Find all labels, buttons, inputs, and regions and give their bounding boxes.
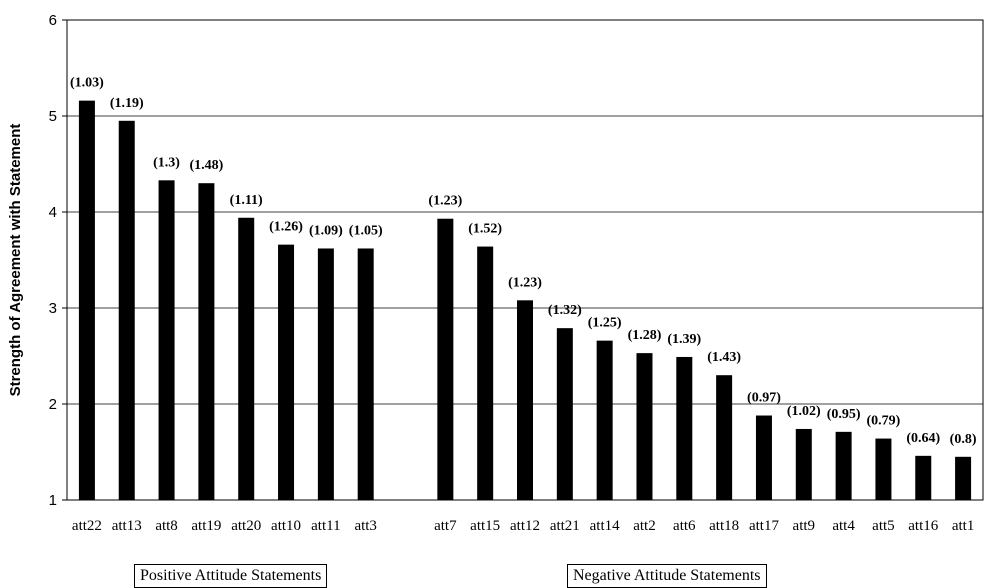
x-tick-label-att13: att13 [112, 518, 142, 534]
x-tick-label-att6: att6 [673, 518, 696, 534]
sd-label-att7: (1.23) [428, 194, 462, 209]
x-tick-label-att16: att16 [908, 518, 938, 534]
bar-att7 [437, 218, 454, 500]
bar-att13 [118, 120, 135, 501]
bar-att11 [317, 248, 334, 500]
y-tick-label: 5 [49, 108, 57, 125]
x-tick-label-att15: att15 [470, 518, 500, 534]
bar-att6 [676, 356, 693, 500]
bar-att4 [835, 431, 852, 500]
bar-att20 [238, 217, 255, 500]
y-tick-label: 6 [49, 12, 57, 29]
sd-label-att16: (0.64) [906, 431, 940, 446]
positive-group-label: Positive Attitude Statements [134, 564, 328, 588]
bar-att9 [795, 428, 812, 500]
sd-label-att22: (1.03) [70, 76, 104, 91]
x-tick-label-att17: att17 [749, 518, 779, 534]
plot-frame [66, 19, 984, 501]
bar-att18 [716, 375, 733, 500]
sd-label-att20: (1.11) [230, 193, 263, 208]
x-tick-label-att2: att2 [633, 518, 656, 534]
bar-att17 [755, 415, 772, 500]
bar-att12 [517, 300, 533, 500]
bar-att2 [636, 353, 653, 500]
x-tick-label-att10: att10 [271, 518, 301, 534]
x-tick-label-att11: att11 [311, 518, 340, 534]
bar-att16 [915, 455, 932, 500]
bar-att19 [198, 183, 215, 500]
sd-label-att3: (1.05) [349, 223, 383, 238]
sd-label-att21: (1.32) [548, 303, 582, 318]
y-tick-label: 4 [49, 204, 57, 221]
x-tick-label-att20: att20 [231, 518, 261, 534]
sd-labels: (1.03) (1.19) (1.3) (1.48) (1.11) (1.26) (1.09… [70, 76, 977, 447]
x-tick-label-att7: att7 [434, 518, 457, 534]
sd-label-att14: (1.25) [588, 316, 622, 331]
bar-att21 [556, 328, 573, 500]
bars [78, 100, 972, 501]
x-tick-label-att22: att22 [72, 518, 102, 534]
x-tick-label-att19: att19 [191, 518, 221, 534]
x-tick-label-att18: att18 [709, 518, 739, 534]
y-axis-ticks: 1 2 3 4 5 6 [49, 12, 67, 509]
sd-label-att17: (0.97) [747, 391, 781, 406]
x-tick-label-att5: att5 [872, 518, 895, 534]
bar-att8 [158, 180, 175, 500]
sd-label-att8: (1.3) [153, 155, 180, 170]
x-tick-label-att4: att4 [832, 518, 855, 534]
sd-label-att13: (1.19) [110, 96, 144, 111]
negative-group-label: Negative Attitude Statements [567, 564, 767, 588]
bar-att22 [78, 100, 95, 500]
sd-label-att5: (0.79) [867, 414, 901, 429]
x-axis-ticks: att22 att13 att8 att19 att20 att10 att11 att3 at… [72, 518, 974, 534]
sd-label-att10: (1.26) [269, 220, 303, 235]
bar-att1 [955, 456, 972, 500]
sd-label-att15: (1.52) [468, 222, 502, 237]
bar-att10 [278, 244, 295, 500]
x-tick-label-att14: att14 [590, 518, 620, 534]
bar-att14 [596, 340, 613, 500]
bar-att3 [357, 248, 374, 500]
sd-label-att2: (1.28) [628, 328, 662, 343]
bar-chart: (1.03) (1.19) (1.3) (1.48) (1.11) (1.26) (1.09… [7, 12, 984, 534]
sd-label-att9: (1.02) [787, 404, 821, 419]
sd-label-att4: (0.95) [827, 407, 861, 422]
bar-att5 [875, 438, 892, 500]
sd-label-att12: (1.23) [508, 275, 542, 290]
y-tick-label: 2 [49, 396, 57, 413]
y-tick-label: 1 [49, 492, 57, 509]
sd-label-att19: (1.48) [189, 158, 223, 173]
x-tick-label-att3: att3 [354, 518, 377, 534]
bar-att15 [477, 246, 494, 500]
x-tick-label-att1: att1 [952, 518, 975, 534]
y-axis-label: Strength of Agreement with Statement [7, 124, 24, 397]
sd-label-att18: (1.43) [707, 350, 741, 365]
sd-label-att1: (0.8) [950, 432, 977, 447]
sd-label-att6: (1.39) [667, 332, 701, 347]
x-tick-label-att12: att12 [510, 518, 540, 534]
x-tick-label-att9: att9 [793, 518, 816, 534]
sd-label-att11: (1.09) [309, 223, 343, 238]
x-tick-label-att8: att8 [155, 518, 178, 534]
y-tick-label: 3 [49, 300, 57, 317]
x-tick-label-att21: att21 [550, 518, 580, 534]
